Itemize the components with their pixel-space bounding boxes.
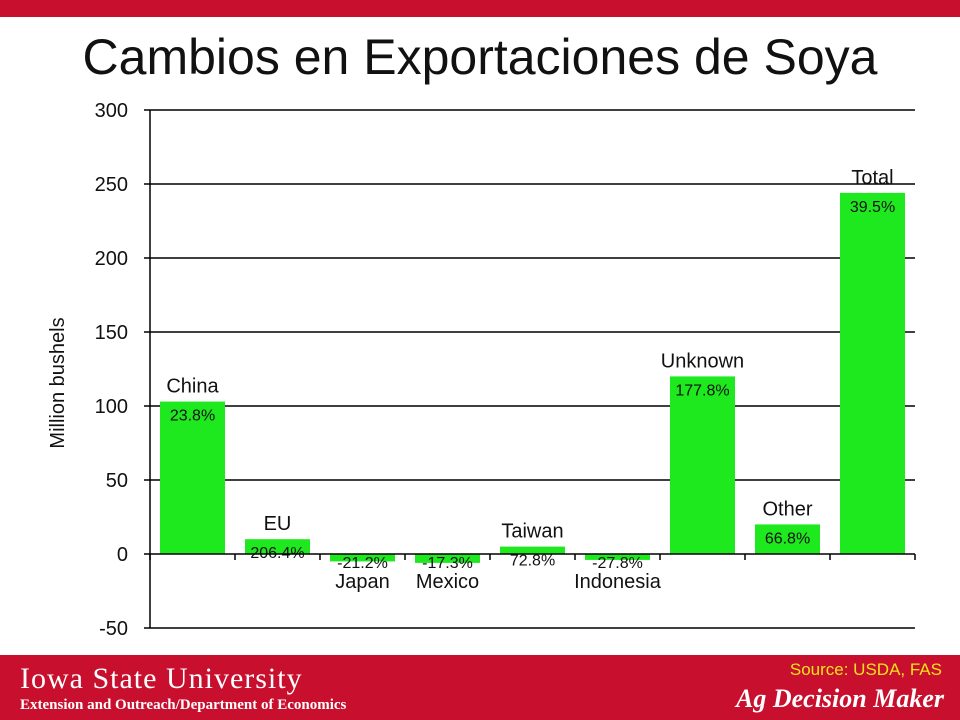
y-tick-label: -50: [99, 618, 128, 640]
slide-title: Cambios en Exportaciones de Soya: [82, 29, 878, 85]
data-label: 39.5%: [850, 199, 895, 216]
y-tick-label: 200: [95, 248, 128, 270]
y-tick-label: 0: [117, 544, 128, 566]
data-label: 23.8%: [170, 408, 215, 425]
bar-taiwan: [500, 546, 565, 554]
bar-total: [840, 192, 905, 554]
data-label: 177.8%: [675, 382, 729, 399]
data-label: -21.2%: [337, 555, 388, 572]
data-label: 72.8%: [510, 553, 555, 570]
data-label: 66.8%: [765, 530, 810, 547]
university-logo-text: Iowa State University: [20, 662, 303, 695]
bar-eu: [245, 539, 310, 554]
y-tick-label: 150: [95, 322, 128, 344]
category-label: China: [166, 376, 219, 398]
brand-text: Ag Decision Maker: [736, 684, 944, 713]
data-label: -27.8%: [592, 555, 643, 572]
source-note: Source: USDA, FAS: [789, 660, 942, 679]
data-label: -17.3%: [422, 555, 473, 572]
category-label: Unknown: [661, 350, 744, 372]
bar-china: [160, 401, 225, 554]
bar-other: [755, 524, 820, 554]
y-tick-label: 300: [95, 100, 128, 122]
category-label: Indonesia: [574, 571, 662, 593]
bar-chart: -50 0 50 100 150 200 250 300 Million bushels 23.8…: [47, 100, 916, 640]
footer-bar: [0, 655, 960, 720]
bar-japan: [330, 554, 395, 562]
category-label: Mexico: [416, 571, 479, 593]
bar-unknown: [670, 376, 735, 554]
y-axis-title: Million bushels: [47, 317, 69, 448]
category-label: Taiwan: [501, 521, 563, 543]
category-label: Total: [851, 167, 893, 189]
bar-indonesia: [585, 554, 650, 560]
department-text: Extension and Outreach/Department of Eco…: [20, 697, 347, 713]
y-tick-label: 250: [95, 174, 128, 196]
y-tick-label: 50: [106, 470, 128, 492]
bar-mexico: [415, 554, 480, 563]
top-accent-bar: [0, 0, 960, 17]
y-tick-label: 100: [95, 396, 128, 418]
category-label: Japan: [335, 571, 390, 593]
category-label: Other: [762, 498, 812, 520]
category-label: EU: [264, 513, 292, 535]
